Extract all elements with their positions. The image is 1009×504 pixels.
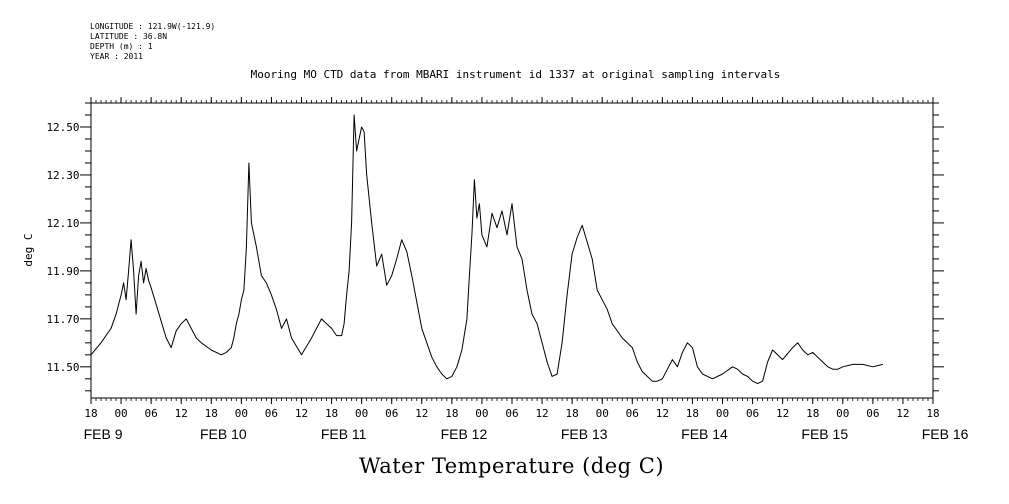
x-hour-tick-label: 12: [295, 407, 308, 420]
chart-title: Mooring MO CTD data from MBARI instrumen…: [250, 68, 781, 81]
x-hour-tick-label: 06: [385, 407, 398, 420]
x-hour-tick-label: 06: [866, 407, 879, 420]
x-hour-tick-label: 12: [175, 407, 188, 420]
series-water-temperature: [90, 114, 884, 385]
x-hour-tick-label: 12: [656, 407, 669, 420]
year-text: YEAR : 2011: [90, 52, 143, 61]
x-hour-tick-label: 06: [265, 407, 278, 420]
x-day-label: FEB 9: [84, 426, 123, 442]
x-hour-tick-label: 18: [205, 407, 218, 420]
x-hour-tick-label: 00: [475, 407, 488, 420]
x-hour-tick-label: 00: [716, 407, 729, 420]
x-hour-tick-label: 18: [445, 407, 458, 420]
x-hour-tick-label: 18: [325, 407, 338, 420]
x-day-label: FEB 10: [200, 426, 247, 442]
x-hour-tick-label: 06: [746, 407, 759, 420]
x-day-label: FEB 13: [561, 426, 608, 442]
y-tick-label: 12.50: [46, 121, 79, 134]
x-hour-tick-label: 18: [566, 407, 579, 420]
y-tick-label: 11.50: [46, 361, 79, 374]
x-axis-title: Water Temperature (deg C): [358, 454, 665, 478]
latitude-text: LATITUDE : 36.8N: [90, 32, 168, 41]
x-hour-tick-label: 18: [806, 407, 819, 420]
y-tick-label: 12.10: [46, 217, 79, 230]
x-hour-tick-label: 00: [114, 407, 127, 420]
x-hour-tick-label: 12: [896, 407, 909, 420]
y-tick-label: 12.30: [46, 169, 79, 182]
depth-text: DEPTH (m) : 1: [90, 42, 153, 51]
x-day-label: FEB 11: [321, 426, 367, 442]
x-hour-tick-label: 12: [776, 407, 789, 420]
x-day-label: FEB 16: [922, 426, 969, 442]
x-hour-tick-label: 06: [626, 407, 639, 420]
x-day-label: FEB 14: [681, 426, 728, 442]
x-hour-tick-label: 18: [926, 407, 939, 420]
x-hour-tick-label: 00: [355, 407, 368, 420]
metadata-block: LONGITUDE : 121.9W(-121.9) LATITUDE : 36…: [90, 22, 215, 62]
x-hour-tick-label: 12: [535, 407, 548, 420]
x-hour-tick-label: 18: [84, 407, 97, 420]
y-tick-label: 11.70: [46, 313, 79, 326]
x-hour-tick-label: 00: [596, 407, 609, 420]
x-hour-tick-label: 12: [415, 407, 428, 420]
x-hour-tick-label: 18: [686, 407, 699, 420]
longitude-text: LONGITUDE : 121.9W(-121.9): [90, 22, 216, 31]
x-hour-tick-label: 00: [836, 407, 849, 420]
x-day-label: FEB 15: [801, 426, 848, 442]
x-hour-tick-label: 06: [505, 407, 518, 420]
y-axis-title: deg C: [22, 233, 35, 266]
x-hour-tick-label: 06: [145, 407, 158, 420]
x-hour-tick-label: 00: [235, 407, 248, 420]
x-day-label: FEB 12: [441, 426, 488, 442]
y-tick-label: 11.90: [46, 265, 79, 278]
